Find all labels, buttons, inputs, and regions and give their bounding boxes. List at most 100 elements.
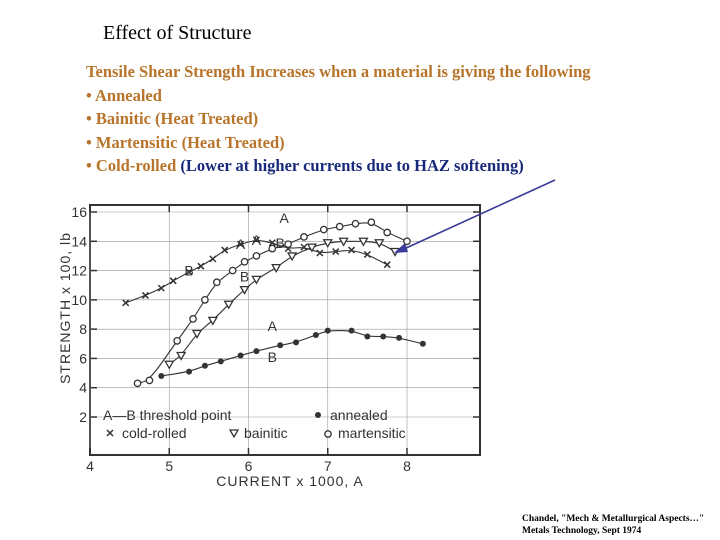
cold-rolled-note: (Lower at higher currents due to HAZ sof… [180, 156, 524, 175]
point-martensitic [383, 228, 392, 237]
point-cold-rolled [169, 277, 177, 285]
point-bainitic [286, 252, 298, 262]
threshold-b-label: B [184, 263, 193, 279]
point-annealed [237, 352, 244, 359]
y-tick-label: 12 [71, 263, 87, 279]
point-annealed [217, 358, 224, 365]
x-tick-label: 6 [245, 458, 253, 474]
legend-threshold: A—B threshold point [103, 407, 232, 423]
axis-labels: 2 4 6 8 10 12 14 16 4 5 6 7 8 CURRENT x 1000, A STRENG… [57, 204, 411, 489]
point-bainitic [251, 275, 262, 285]
curve-annealed [161, 330, 423, 377]
point-annealed [312, 332, 319, 338]
plot-area [89, 204, 481, 456]
x-axis-label: CURRENT x 1000, A [216, 473, 363, 489]
x-tick-label: 4 [86, 458, 94, 474]
y-tick-label: 10 [71, 292, 87, 308]
point-cold-rolled [347, 246, 356, 254]
chart-legend: A—B threshold point annealed cold-rolled ba… [103, 407, 406, 441]
point-martensitic [351, 219, 360, 228]
point-annealed [419, 340, 426, 347]
bullet-list: Tensile Shear Strength Increases when a … [86, 60, 591, 178]
bullet-annealed: • Annealed [86, 85, 162, 105]
point-annealed [293, 339, 300, 346]
y-tick-label: 2 [79, 409, 87, 425]
annotation-arrow-line [403, 179, 556, 250]
point-cold-rolled [363, 250, 371, 258]
curve-cold-rolled [125, 240, 388, 304]
point-cold-rolled [383, 261, 391, 269]
point-bainitic [164, 360, 175, 370]
point-annealed [277, 342, 284, 349]
point-annealed [158, 373, 165, 379]
point-annealed [364, 333, 371, 340]
annotation-arrow-group [394, 179, 556, 253]
point-martensitic [133, 379, 142, 388]
bullet-cold-rolled-line: • Cold-rolled (Lower at higher currents … [86, 154, 591, 178]
y-axis-label: STRENGTH x 100, lb [57, 232, 73, 384]
point-annealed [380, 333, 387, 340]
point-cold-rolled [221, 246, 229, 254]
point-cold-rolled [332, 248, 340, 256]
point-martensitic [300, 233, 308, 241]
point-martensitic [403, 237, 411, 246]
point-martensitic [201, 296, 209, 304]
y-tick-label: 6 [79, 350, 87, 366]
citation-line-2: Metals Technology, Sept 1974 [522, 526, 642, 536]
point-annealed [396, 334, 403, 341]
slide-title: Effect of Structure [103, 22, 252, 44]
citation-line-1: Chandel, "Mech & Metallurgical Aspects…" [522, 514, 705, 524]
bullet-martensitic: • Martensitic (Heat Treated) [86, 132, 285, 152]
point-martensitic [240, 257, 249, 266]
threshold-a-label: A [252, 232, 262, 248]
x-tick-label: 7 [324, 458, 332, 474]
point-bainitic [207, 316, 218, 326]
threshold-b-label: B [240, 268, 249, 284]
point-martensitic [335, 222, 344, 231]
point-bainitic [338, 237, 349, 247]
threshold-a-label: A [236, 236, 246, 252]
point-bainitic [358, 237, 369, 247]
point-bainitic [176, 351, 187, 361]
y-tick-label: 4 [79, 380, 87, 396]
point-annealed [253, 348, 260, 355]
point-martensitic [284, 240, 292, 249]
point-bainitic [223, 300, 234, 310]
point-bainitic [271, 263, 282, 273]
point-bainitic [374, 239, 385, 249]
point-cold-rolled [141, 291, 150, 299]
legend-bainitic-marker [228, 429, 240, 439]
legend-martensitic: martensitic [338, 425, 406, 441]
point-annealed [201, 362, 208, 369]
point-martensitic [173, 337, 182, 345]
point-cold-rolled [197, 262, 205, 270]
point-cold-rolled [185, 268, 193, 276]
point-cold-rolled [122, 299, 130, 307]
point-bainitic [322, 239, 333, 249]
intro-line: Tensile Shear Strength Increases when a … [86, 62, 591, 81]
point-cold-rolled [157, 284, 165, 292]
y-tick-label: 14 [71, 233, 87, 249]
annotation-arrow-head [394, 243, 408, 253]
legend-annealed-marker [315, 412, 321, 418]
point-annealed [186, 368, 193, 375]
point-martensitic [228, 266, 237, 275]
threshold-a-label: A [279, 210, 289, 226]
bullet-bainitic: • Bainitic (Heat Treated) [86, 109, 259, 128]
point-cold-rolled [268, 239, 276, 247]
threshold-b-label: B [268, 349, 277, 365]
point-martensitic [268, 244, 277, 253]
point-martensitic [145, 376, 154, 385]
point-cold-rolled [252, 236, 260, 244]
point-bainitic [239, 285, 250, 295]
point-cold-rolled [237, 240, 245, 248]
point-bainitic [306, 243, 318, 253]
legend-martensitic-marker [324, 430, 332, 438]
legend-cold-rolled-marker [106, 429, 114, 437]
point-cold-rolled [300, 243, 308, 251]
point-annealed [348, 327, 355, 334]
citation: Chandel, "Mech & Metallurgical Aspects…"… [522, 513, 704, 537]
point-martensitic [367, 218, 376, 227]
